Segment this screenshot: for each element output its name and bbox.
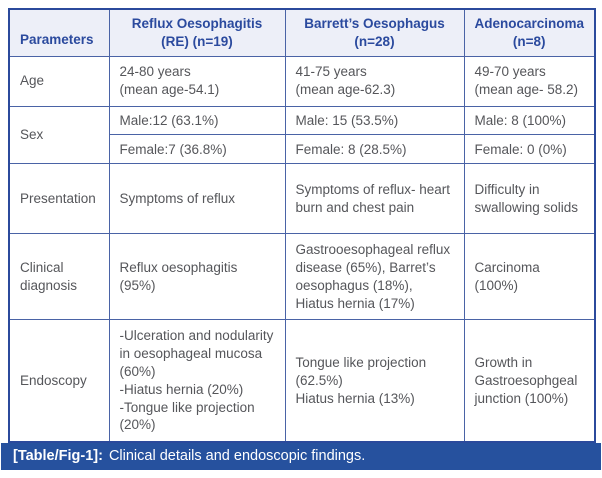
cell-endoscopy-re: -Ulceration and nodularity in oesophagea… (108, 319, 286, 443)
header-barretts-oesophagus: Barrett’s Oesophagus (n=28) (284, 8, 465, 57)
table-row-clinical-diagnosis: Clinical diagnosis Reflux oesophagitis (… (8, 233, 596, 321)
table-row-sex-male: Sex Male:12 (63.1%) Male: 15 (53.5%) Mal… (8, 105, 596, 165)
cell-age-re: 24-80 years (mean age-54.1) (108, 55, 286, 107)
table-row-presentation: Presentation Symptoms of reflux Symptoms… (8, 163, 596, 235)
table-row-sex-female: Female:7 (36.8%) Female: 8 (28.5%) Femal… (9, 134, 596, 165)
table-row-endoscopy: Endoscopy -Ulceration and nodularity in … (8, 319, 596, 443)
header-adenocarcinoma: Adenocarcinoma (n=8) (463, 8, 596, 57)
cell-sex-male-adeno: Male: 8 (100%) (463, 105, 596, 136)
cell-sex-male-re: Male:12 (63.1%) (108, 105, 286, 136)
row-label-age: Age (8, 55, 110, 107)
row-label-endoscopy: Endoscopy (8, 319, 110, 443)
caption-label: [Table/Fig-1]: (13, 448, 103, 465)
header-row: Parameters Reflux Oesophagitis (RE) (n=1… (8, 8, 596, 57)
cell-clinical-diagnosis-barretts: Gastrooesophageal reflux disease (65%), … (284, 233, 465, 321)
table-caption-bar: [Table/Fig-1]: Clinical details and endo… (1, 442, 601, 470)
row-label-clinical-diagnosis: Clinical diagnosis (8, 233, 110, 321)
cell-presentation-barretts: Symptoms of reflux- heart burn and chest… (284, 163, 465, 235)
cell-presentation-re: Symptoms of reflux (108, 163, 286, 235)
cell-sex-female-barretts: Female: 8 (28.5%) (284, 134, 465, 165)
row-label-presentation: Presentation (8, 163, 110, 235)
clinical-findings-table: Parameters Reflux Oesophagitis (RE) (n=1… (8, 8, 596, 443)
cell-sex-female-re: Female:7 (36.8%) (108, 134, 286, 165)
cell-age-barretts: 41-75 years (mean age-62.3) (284, 55, 465, 107)
cell-endoscopy-barretts: Tongue like projection (62.5%) Hiatus he… (284, 319, 465, 443)
cell-clinical-diagnosis-re: Reflux oesophagitis (95%) (108, 233, 286, 321)
table-row-age: Age 24-80 years (mean age-54.1) 41-75 ye… (8, 55, 596, 107)
cell-clinical-diagnosis-adeno: Carcinoma (100%) (463, 233, 596, 321)
cell-sex-male-barretts: Male: 15 (53.5%) (284, 105, 465, 136)
header-parameters: Parameters (8, 8, 110, 57)
row-label-sex: Sex (8, 105, 110, 165)
cell-sex-female-adeno: Female: 0 (0%) (463, 134, 596, 165)
cell-endoscopy-adeno: Growth in Gastroesophgeal junction (100%… (463, 319, 596, 443)
header-reflux-oesophagitis: Reflux Oesophagitis (RE) (n=19) (108, 8, 286, 57)
caption-text: Clinical details and endoscopic findings… (108, 448, 366, 465)
cell-age-adeno: 49-70 years (mean age- 58.2) (463, 55, 596, 107)
cell-presentation-adeno: Difficulty in swallowing solids (463, 163, 596, 235)
